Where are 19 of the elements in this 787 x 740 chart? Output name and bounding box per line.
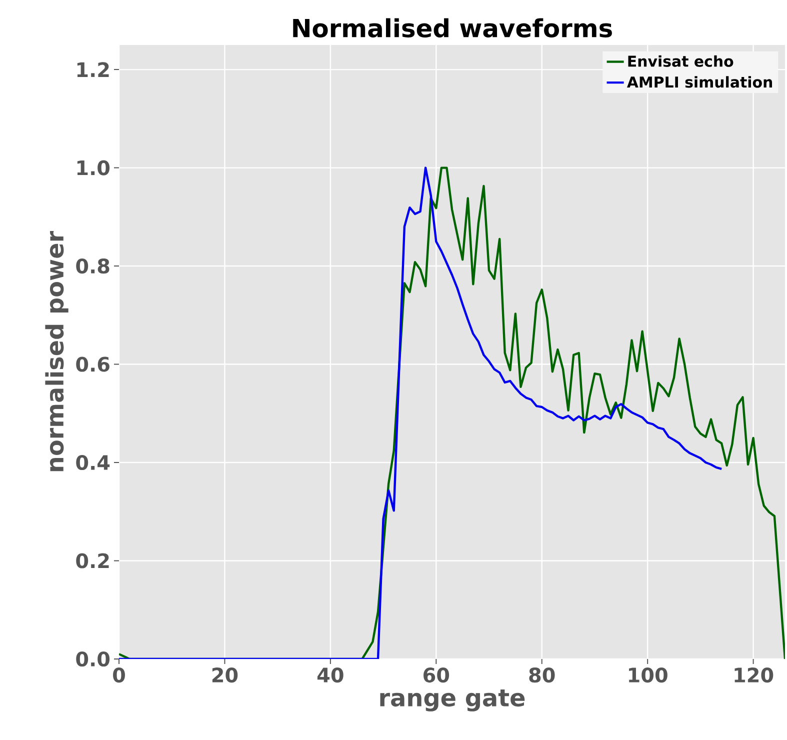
legend-label: Envisat echo — [628, 55, 734, 67]
chart-title: Normalised waveforms — [293, 18, 612, 38]
x-axis-title: range gate — [380, 689, 525, 712]
y-tick-label: 1.2 — [77, 62, 109, 77]
y-tick-label: 0.2 — [76, 553, 109, 568]
legend-label: AMPLI simulation — [626, 76, 772, 88]
x-tick-label: 100 — [629, 668, 668, 683]
x-tick-label: 80 — [529, 668, 555, 683]
y-tick-label: 1.0 — [77, 160, 110, 176]
x-tick-label: 40 — [317, 668, 344, 683]
x-tick-label: 0 — [113, 668, 125, 683]
x-tick-label: 20 — [212, 668, 238, 683]
y-tick-label: 0.4 — [76, 454, 110, 470]
y-tick-label: 0.8 — [76, 258, 110, 274]
x-tick-label: 120 — [734, 668, 774, 683]
x-tick-label: 60 — [424, 668, 450, 683]
y-tick-label: 0.6 — [76, 356, 110, 372]
y-tick-label: 0.0 — [76, 651, 110, 667]
y-axis-title: normalised power — [45, 230, 68, 472]
